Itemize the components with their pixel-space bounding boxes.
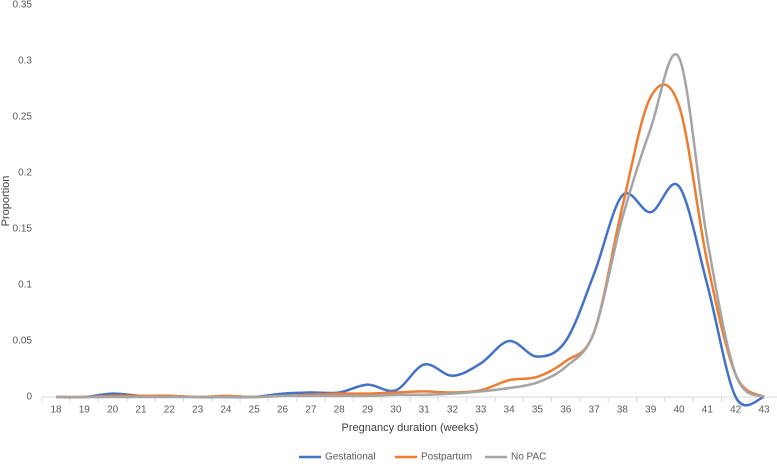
x-tick-label: 40: [673, 405, 685, 416]
legend-label: Postpartum: [421, 452, 472, 463]
x-tick-label: 22: [164, 405, 176, 416]
x-tick-label: 28: [334, 405, 346, 416]
x-tick-label: 37: [589, 405, 601, 416]
x-tick-label: 23: [192, 405, 204, 416]
x-tick-label: 27: [305, 405, 317, 416]
x-tick-label: 30: [390, 405, 402, 416]
y-tick-label: 0.3: [18, 56, 32, 67]
y-tick-label: 0.2: [18, 168, 32, 179]
x-tick-label: 39: [645, 405, 657, 416]
x-tick-label: 35: [532, 405, 544, 416]
y-tick-label: 0.25: [13, 112, 33, 123]
x-tick-label: 31: [419, 405, 431, 416]
x-tick-label: 43: [758, 405, 770, 416]
x-tick-label: 42: [730, 405, 742, 416]
x-tick-label: 19: [79, 405, 91, 416]
x-tick-label: 20: [107, 405, 119, 416]
series-line: [56, 53, 765, 399]
y-tick-label: 0.35: [13, 0, 33, 11]
x-tick-label: 18: [50, 405, 62, 416]
x-tick-label: 34: [504, 405, 516, 416]
y-axis-title: Proportion: [0, 176, 12, 227]
x-axis-title: Pregnancy duration (weeks): [342, 422, 479, 434]
x-tick-label: 32: [447, 405, 459, 416]
x-tick-label: 25: [249, 405, 261, 416]
series-line: [55, 182, 765, 407]
x-tick-label: 36: [560, 405, 572, 416]
x-tick-label: 21: [135, 405, 147, 416]
y-tick-label: 0.05: [13, 336, 33, 347]
y-tick-label: 0: [26, 392, 32, 403]
x-tick-label: 26: [277, 405, 289, 416]
x-tick-label: 41: [702, 405, 714, 416]
x-tick-label: 33: [475, 405, 487, 416]
x-tick-label: 24: [220, 405, 232, 416]
series-line: [55, 83, 765, 399]
x-tick-label: 38: [617, 405, 629, 416]
legend-label: Gestational: [325, 452, 376, 463]
legend-label: No PAC: [511, 452, 546, 463]
x-tick-label: 29: [362, 405, 374, 416]
y-tick-label: 0.15: [13, 224, 33, 235]
y-tick-label: 0.1: [18, 280, 32, 291]
